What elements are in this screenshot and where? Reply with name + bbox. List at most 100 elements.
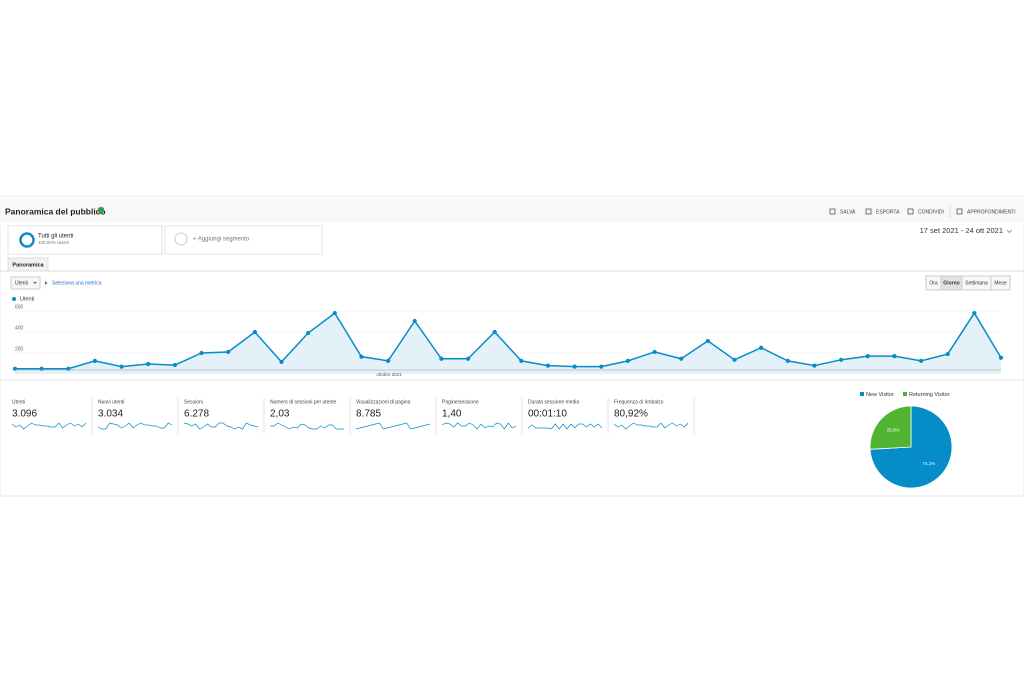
add-segment-ring	[174, 232, 188, 246]
data-point	[359, 354, 364, 359]
data-point	[785, 358, 790, 363]
line	[15, 311, 1002, 370]
segment-detail: 100,00% Utenti	[38, 240, 69, 245]
data-point	[812, 363, 817, 368]
data-point	[732, 357, 737, 362]
area	[15, 313, 1001, 374]
metric-select[interactable]	[10, 276, 41, 290]
data-point	[625, 358, 631, 363]
header-bar	[0, 196, 1024, 222]
legend-swatch	[903, 392, 907, 396]
metric-value: 00:01:10	[528, 409, 567, 420]
action-button[interactable]: ESPORTA	[876, 209, 900, 215]
metric-value: 2,03	[270, 409, 290, 420]
data-point	[652, 349, 657, 355]
y-tick-label: 600	[15, 304, 24, 310]
action-button[interactable]: SALVA	[840, 209, 856, 215]
action-icon	[907, 208, 914, 215]
add-segment[interactable]: + Aggiungi segmento	[193, 237, 250, 243]
data-point	[252, 329, 257, 335]
data-point	[306, 330, 311, 336]
granularity-button[interactable]	[990, 275, 1011, 291]
data-point	[945, 351, 950, 357]
tab-label: Panoramica	[12, 262, 44, 268]
data-point	[279, 359, 284, 365]
action-icon	[829, 208, 836, 215]
data-point	[385, 358, 391, 363]
date-caret	[1006, 229, 1013, 234]
metric-value: 3.096	[12, 409, 37, 420]
metric-name: Numero di sessioni per utente	[270, 399, 337, 405]
sparkline	[613, 422, 689, 430]
sparkline	[270, 422, 345, 430]
data-point	[119, 364, 124, 369]
metric-name: Sessioni	[184, 399, 203, 405]
action-icon	[956, 208, 963, 215]
metric-value: 80,92%	[614, 409, 648, 420]
legend-label: Returning Visitor	[909, 392, 950, 398]
x-axis-label: ottobre 2021	[376, 372, 402, 377]
action-button[interactable]: APPROFONDIMENTI	[967, 209, 1016, 215]
segment-name: Tutti gli utenti	[38, 234, 73, 240]
data-point	[332, 311, 337, 316]
action-icon	[865, 208, 872, 215]
data-point	[918, 358, 924, 363]
segment-ring	[19, 232, 35, 248]
pie-chart: 74,1% New Visitor 25,9% Returning Visitor	[860, 392, 953, 489]
legend-label: Utenti	[20, 296, 34, 302]
page-title: Panoramica del pubblico	[5, 206, 106, 216]
metric-value: 3.034	[98, 409, 123, 420]
slice-label: 25,9%	[887, 427, 900, 432]
date-range[interactable]: 17 set 2021 - 24 ott 2021	[920, 226, 1003, 235]
data-point	[92, 358, 98, 363]
header-actions: SALVA ESPORTA CONDIVIDI APPROFONDIMENTI	[829, 206, 1016, 218]
resize-handle[interactable]: ·····	[508, 377, 517, 383]
arrow-icon	[45, 281, 48, 285]
metric-name: Visualizzazioni di pagina	[356, 399, 411, 405]
data-point	[519, 358, 524, 363]
metric-value: 6.278	[184, 409, 209, 420]
data-point	[759, 345, 764, 350]
action-button[interactable]: CONDIVIDI	[918, 209, 944, 215]
metric-name: Utenti	[12, 399, 25, 405]
data-point	[199, 350, 204, 356]
data-point	[412, 318, 417, 324]
y-tick-label: 200	[15, 346, 24, 352]
add-segment-card[interactable]	[164, 225, 323, 255]
sparkline	[441, 422, 517, 430]
legend-swatch	[860, 392, 864, 396]
granularity-label: Mese	[994, 280, 1006, 286]
metric-value: 1,40	[442, 409, 462, 420]
metric-name: Pagine/sessione	[442, 399, 479, 405]
verified-icon	[98, 206, 104, 215]
data-point	[972, 311, 977, 316]
y-tick-label: 400	[15, 325, 24, 331]
metric-value: 8.785	[356, 409, 381, 420]
data-point	[679, 356, 684, 361]
legend-dot	[12, 297, 16, 301]
data-point	[492, 329, 497, 335]
legend-label: New Visitor	[866, 392, 894, 398]
granularity-label: Settimana	[965, 280, 988, 286]
pie-slice	[869, 405, 912, 450]
data-point	[172, 362, 177, 368]
metrics-row: Utenti 3.096 Nuovi utenti 3.034 Sessioni 6.27…	[11, 398, 695, 434]
data-point	[572, 364, 577, 369]
data-point	[146, 361, 151, 367]
select-caret	[33, 282, 37, 284]
data-point	[465, 356, 471, 361]
metric-name: Nuovi utenti	[98, 399, 124, 405]
sparkline	[97, 422, 173, 430]
sparkline	[183, 422, 259, 430]
line-chart: 200 400 600 Utenti ottobre 2021	[12, 296, 1004, 377]
data-point	[705, 338, 710, 344]
select-metric-link[interactable]: Seleziona una metrica	[52, 280, 102, 286]
granularity-label: Ora	[929, 280, 938, 286]
segment-card[interactable]	[7, 225, 163, 255]
sparkline	[11, 422, 87, 430]
data-point	[545, 363, 551, 368]
data-point	[865, 354, 870, 359]
data-point	[599, 364, 604, 369]
